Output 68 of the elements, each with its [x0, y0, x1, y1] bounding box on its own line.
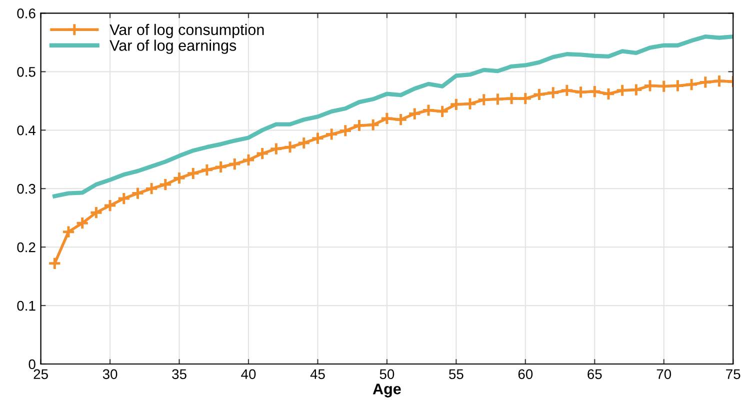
point — [712, 74, 726, 88]
point — [698, 75, 712, 89]
point — [214, 160, 228, 174]
point — [574, 85, 588, 99]
x-tick-label: 60 — [518, 369, 533, 380]
point — [228, 157, 242, 171]
x-axis-title: Age — [372, 384, 401, 398]
point — [504, 92, 518, 106]
point — [629, 82, 643, 97]
point — [144, 182, 158, 196]
point — [130, 186, 145, 200]
legend-label: Var of log consumption — [110, 24, 264, 38]
point — [338, 124, 352, 138]
point — [394, 112, 408, 126]
point — [380, 112, 394, 126]
point — [366, 118, 380, 132]
point — [477, 92, 491, 107]
point — [422, 103, 436, 118]
x-tick-label: 55 — [449, 369, 464, 380]
x-tick-label: 40 — [241, 369, 256, 380]
point — [684, 78, 698, 92]
x-tick-label: 70 — [656, 369, 672, 380]
point — [532, 88, 546, 102]
point — [588, 84, 602, 98]
point — [269, 142, 283, 156]
y-tick-label: 0.2 — [17, 242, 36, 252]
x-tick-label: 65 — [588, 369, 602, 380]
x-tick-label: 25 — [34, 369, 48, 380]
point — [76, 216, 90, 230]
point — [186, 166, 200, 180]
point — [172, 171, 186, 185]
point — [117, 192, 131, 206]
point — [297, 136, 311, 150]
point — [103, 198, 117, 212]
x-tick-label: 75 — [726, 369, 740, 380]
point — [408, 106, 422, 121]
y-tick-label: 0.4 — [17, 125, 36, 136]
point — [200, 163, 214, 177]
point — [616, 84, 630, 98]
y-tick-label: 0.1 — [17, 300, 36, 311]
point — [48, 256, 62, 270]
x-tick-label: 30 — [102, 369, 118, 380]
y-tick-label: 0.6 — [17, 8, 36, 18]
y-tick-label: 0.3 — [17, 184, 36, 194]
point — [490, 92, 505, 106]
point — [283, 140, 297, 154]
point — [436, 104, 450, 118]
point — [449, 98, 463, 112]
point — [158, 178, 172, 192]
point — [602, 87, 616, 101]
point — [546, 86, 560, 100]
y-tick-label: 0.5 — [17, 67, 36, 77]
x-tick-label: 35 — [172, 369, 186, 380]
point — [62, 225, 76, 239]
legend-label: Var of log earnings — [110, 40, 236, 54]
point — [352, 118, 366, 132]
y-tick-label: 0 — [28, 359, 36, 370]
point — [89, 206, 103, 220]
point — [310, 132, 325, 146]
point — [463, 97, 477, 111]
point — [256, 146, 270, 160]
point — [242, 153, 256, 167]
x-tick-label: 50 — [380, 369, 394, 380]
x-tick-label: 45 — [310, 369, 325, 380]
point — [560, 84, 574, 98]
point — [518, 92, 532, 106]
point — [324, 127, 338, 142]
point — [657, 79, 671, 94]
